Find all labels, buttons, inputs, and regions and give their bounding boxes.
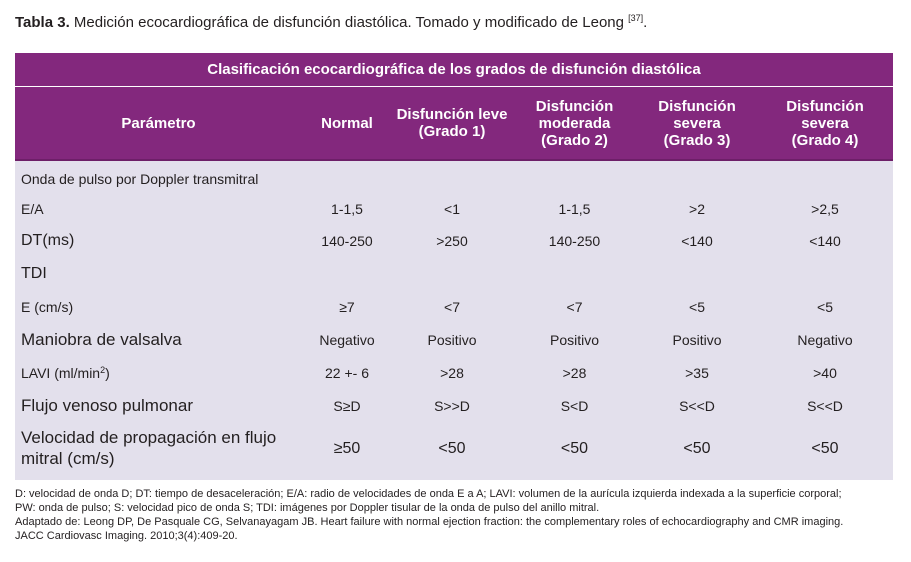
caption-end: . [643, 14, 648, 31]
row-parameter-superscript: 2 [100, 364, 106, 375]
cell-grado-1: Positivo [427, 331, 477, 348]
cell-normal: ≥7 [339, 298, 355, 315]
table-row: DT(ms) 140-250 >250 140-250 <140 <140 [15, 224, 893, 257]
row-parameter: DT(ms) [21, 231, 75, 249]
header-grado-1: Disfunción leve (Grado 1) [396, 106, 508, 140]
cell-grado-2: <7 [566, 298, 583, 315]
cell-grado-1: <1 [444, 200, 460, 217]
header-grado-4: Disfunción severa (Grado 4) [786, 97, 864, 149]
table-footnotes: D: velocidad de onda D; DT: tiempo de de… [15, 487, 900, 543]
table-row: E (cm/s) ≥7 <7 <7 <5 <5 [15, 290, 893, 323]
cell-grado-4: <5 [817, 298, 833, 315]
cell-grado-2: S<D [560, 397, 589, 414]
row-parameter: Velocidad de propagación en flujo mitral… [21, 428, 277, 468]
table-row: E/A 1-1,5 <1 1-1,5 >2 >2,5 [15, 193, 893, 224]
cell-normal: 140-250 [321, 232, 373, 249]
source-line-2: JACC Cardiovasc Imaging. 2010;3(4):409-2… [15, 530, 238, 542]
cell-normal: 22 +- 6 [325, 364, 369, 381]
cell-grado-2: 140-250 [548, 232, 601, 249]
cell-grado-1: S>>D [434, 397, 470, 414]
header-grado-2: Disfunción moderada (Grado 2) [535, 97, 614, 149]
row-parameter-text: LAVI (ml/min [21, 364, 101, 381]
diastolic-dysfunction-table: Clasificación ecocardiográfica de los gr… [15, 53, 893, 480]
cell-grado-3: >35 [685, 364, 709, 381]
row-parameter: TDI [21, 264, 47, 282]
cell-grado-3: <50 [683, 439, 711, 457]
cell-normal: Negativo [319, 331, 375, 348]
table-banner-title: Clasificación ecocardiográfica de los gr… [15, 53, 893, 87]
row-parameter: LAVI (ml/min2) [15, 365, 302, 381]
row-parameter: Flujo venoso pulmonar [21, 395, 193, 415]
cell-grado-1: <7 [444, 298, 460, 315]
table-row: TDI [15, 257, 893, 290]
cell-grado-3: <5 [689, 298, 705, 315]
cell-grado-3: >2 [689, 200, 705, 217]
cell-grado-2: Positivo [549, 331, 600, 348]
header-grado-3: Disfunción severa (Grado 3) [658, 97, 736, 149]
header-parametro: Parámetro [121, 114, 196, 132]
table-row: Maniobra de valsalva Negativo Positivo P… [15, 323, 893, 356]
row-parameter-end: ) [105, 364, 110, 381]
table-row: LAVI (ml/min2) 22 +- 6 >28 >28 >35 >40 [15, 356, 893, 389]
cell-grado-2: 1-1,5 [558, 200, 591, 217]
row-parameter: Onda de pulso por Doppler transmitral [21, 171, 259, 187]
cell-grado-1: >28 [440, 364, 464, 381]
abbreviations-line-1: D: velocidad de onda D; DT: tiempo de de… [15, 488, 842, 500]
cell-grado-4: <50 [811, 439, 839, 457]
row-parameter: E (cm/s) [21, 298, 74, 315]
table-row: Onda de pulso por Doppler transmitral [15, 165, 893, 193]
cell-grado-2: >28 [562, 364, 587, 381]
abbreviations-line-2: PW: onda de pulso; S: velocidad pico de … [15, 502, 600, 514]
table-row: Velocidad de propagación en flujo mitral… [15, 422, 893, 474]
cell-grado-4: >40 [813, 364, 837, 381]
cell-grado-3: <140 [681, 232, 713, 249]
cell-grado-4: S<<D [807, 397, 843, 414]
table-caption: Tabla 3. Medición ecocardiográfica de di… [15, 14, 647, 32]
header-normal: Normal [321, 114, 373, 132]
cell-grado-2: <50 [560, 439, 589, 457]
cell-grado-1: >250 [436, 232, 468, 249]
cell-grado-4: <140 [809, 232, 841, 249]
cell-normal: 1-1,5 [331, 200, 363, 217]
cell-normal: ≥50 [333, 439, 361, 457]
caption-label: Tabla 3. [15, 14, 70, 31]
source-line-1: Adaptado de: Leong DP, De Pasquale CG, S… [15, 516, 844, 528]
cell-grado-1: <50 [438, 439, 466, 457]
table-body: Onda de pulso por Doppler transmitral E/… [15, 161, 893, 474]
cell-grado-4: Negativo [797, 331, 853, 348]
row-parameter: E/A [21, 200, 44, 217]
caption-reference: [37] [628, 13, 644, 23]
cell-grado-4: >2,5 [811, 200, 839, 217]
row-parameter: Maniobra de valsalva [21, 329, 182, 349]
table-row: Flujo venoso pulmonar S≥D S>>D S<D S<<D … [15, 389, 893, 422]
cell-grado-3: S<<D [679, 397, 715, 414]
cell-grado-3: Positivo [672, 331, 722, 348]
table-header-row: Parámetro Normal Disfunción leve (Grado … [15, 87, 893, 161]
cell-normal: S≥D [333, 397, 361, 414]
caption-text: Medición ecocardiográfica de disfunción … [69, 14, 629, 31]
